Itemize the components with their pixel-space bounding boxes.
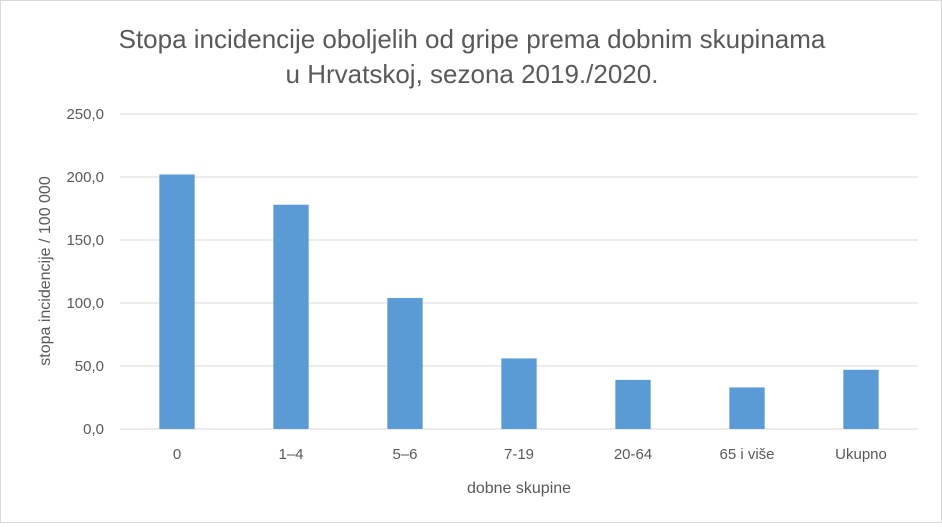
bar bbox=[615, 379, 651, 429]
bar bbox=[159, 174, 195, 429]
x-axis-label: dobne skupine bbox=[467, 480, 571, 497]
bar bbox=[729, 387, 765, 429]
x-tick-label: Ukupno bbox=[835, 446, 887, 463]
y-tick-label: 150,0 bbox=[66, 232, 104, 249]
y-tick-label: 50,0 bbox=[75, 358, 104, 375]
y-tick-label: 200,0 bbox=[66, 169, 104, 186]
gridlines bbox=[120, 113, 918, 430]
y-axis-label: stopa incidencije / 100 000 bbox=[37, 176, 54, 366]
x-tick-labels: 0 1–4 5–6 7-19 20-64 65 i više Ukupno bbox=[173, 446, 887, 463]
x-tick-label: 5–6 bbox=[392, 446, 417, 463]
bars bbox=[159, 174, 879, 429]
bar bbox=[273, 204, 309, 429]
y-tick-label: 0,0 bbox=[83, 421, 104, 438]
x-tick-label: 7-19 bbox=[504, 446, 534, 463]
x-tick-label: 0 bbox=[173, 446, 181, 463]
chart-title-line1: Stopa incidencije oboljelih od gripe pre… bbox=[119, 24, 826, 54]
x-tick-label: 20-64 bbox=[614, 446, 652, 463]
bar bbox=[843, 369, 879, 429]
x-tick-label: 1–4 bbox=[278, 446, 303, 463]
y-tick-labels: 0,0 50,0 100,0 150,0 200,0 250,0 bbox=[66, 106, 104, 438]
x-tick-label: 65 i više bbox=[719, 446, 774, 463]
bar bbox=[501, 358, 537, 429]
bar bbox=[387, 297, 423, 429]
y-tick-label: 100,0 bbox=[66, 295, 104, 312]
chart-title-line2: u Hrvatskoj, sezona 2019./2020. bbox=[286, 59, 659, 89]
y-tick-label: 250,0 bbox=[66, 106, 104, 123]
